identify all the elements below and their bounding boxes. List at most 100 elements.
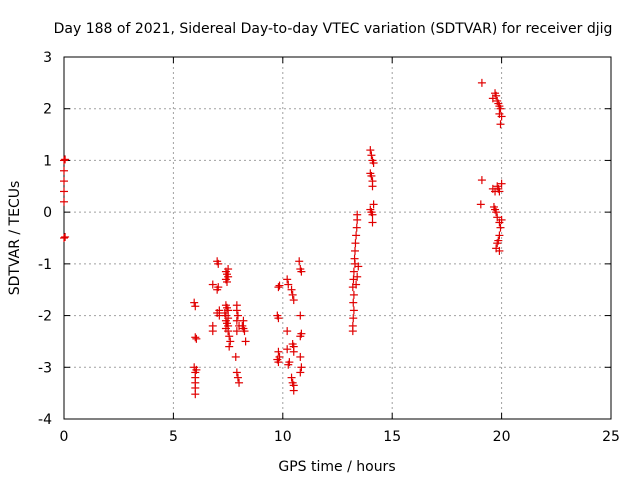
data-point	[367, 151, 376, 160]
x-tick-label: 5	[169, 429, 178, 445]
data-point	[477, 176, 486, 185]
data-point	[493, 239, 502, 248]
data-point	[232, 327, 241, 336]
data-point	[190, 298, 199, 307]
data-point	[495, 246, 504, 255]
data-point	[61, 155, 70, 164]
data-point	[476, 200, 485, 209]
data-point	[349, 290, 358, 299]
data-point	[296, 352, 305, 361]
data-point	[214, 283, 223, 292]
data-point	[368, 218, 377, 227]
data-point	[497, 215, 506, 224]
data-point	[60, 187, 68, 196]
data-point	[368, 182, 377, 191]
x-tick-label: 15	[383, 429, 401, 445]
data-point	[352, 280, 361, 289]
data-point	[61, 232, 70, 241]
data-point	[349, 314, 358, 323]
data-point	[496, 120, 505, 129]
data-point	[497, 179, 506, 188]
data-point	[366, 146, 375, 155]
data-point	[289, 347, 298, 356]
data-point	[60, 177, 68, 186]
data-point	[223, 277, 232, 286]
data-point	[241, 337, 250, 346]
data-point	[274, 314, 283, 323]
data-point	[287, 373, 296, 382]
data-point	[288, 290, 297, 299]
data-point	[289, 386, 298, 395]
y-tick-label: -1	[38, 257, 52, 273]
y-tick-label: 0	[43, 205, 52, 221]
data-point	[275, 281, 284, 290]
data-point	[233, 311, 242, 320]
data-point	[295, 257, 304, 266]
data-point	[60, 197, 68, 206]
data-point	[352, 231, 361, 240]
data-point	[352, 223, 361, 232]
data-point	[274, 347, 283, 356]
data-point	[369, 159, 378, 168]
data-point	[349, 298, 358, 307]
data-point	[297, 267, 306, 276]
data-points	[60, 78, 506, 399]
y-tick-label: 1	[43, 153, 52, 169]
data-point	[274, 283, 283, 292]
data-point	[350, 254, 359, 263]
data-point	[492, 208, 501, 217]
data-point	[367, 171, 376, 180]
data-point	[239, 316, 248, 325]
data-point	[368, 210, 377, 219]
x-axis-title: GPS time / hours	[278, 459, 395, 475]
y-tick-label: -3	[38, 360, 52, 376]
x-tick-label: 20	[493, 429, 511, 445]
y-tick-label: -4	[38, 412, 52, 428]
data-point	[495, 231, 504, 240]
data-point	[284, 280, 293, 289]
data-point	[232, 368, 241, 377]
data-point	[477, 78, 486, 87]
data-point	[287, 285, 296, 294]
data-point	[297, 363, 306, 372]
data-point	[225, 332, 234, 341]
data-point	[191, 302, 200, 311]
data-point	[296, 368, 305, 377]
data-point	[60, 234, 68, 242]
x-tick-label: 0	[60, 429, 69, 445]
data-point	[191, 390, 200, 399]
x-tick-label: 10	[274, 429, 292, 445]
data-point	[351, 239, 360, 248]
data-point	[232, 306, 241, 315]
data-point	[208, 280, 217, 289]
data-point	[349, 306, 358, 315]
data-point	[351, 246, 360, 255]
data-point	[497, 112, 506, 121]
data-point	[496, 104, 505, 113]
data-point	[349, 267, 358, 276]
data-point	[274, 358, 283, 367]
data-point	[235, 378, 244, 387]
data-point	[348, 321, 357, 330]
data-point	[283, 275, 292, 284]
chart-title: Day 188 of 2021, Sidereal Day-to-day VTE…	[54, 21, 613, 37]
y-axis-title: SDTVAR / TECUs	[7, 181, 23, 296]
data-point	[224, 327, 233, 336]
data-point	[369, 200, 378, 209]
data-point	[495, 187, 504, 196]
grid	[64, 57, 611, 419]
y-tick-label: 2	[43, 102, 52, 118]
data-point	[226, 337, 235, 346]
x-tick-label: 25	[602, 429, 620, 445]
data-point	[225, 342, 234, 351]
data-point	[296, 332, 305, 341]
data-point	[496, 223, 505, 232]
data-point	[354, 262, 363, 271]
data-point	[60, 156, 68, 165]
data-point	[353, 272, 362, 281]
data-point	[240, 327, 249, 336]
data-point	[60, 166, 68, 175]
data-point	[283, 345, 292, 354]
data-point	[353, 210, 362, 219]
